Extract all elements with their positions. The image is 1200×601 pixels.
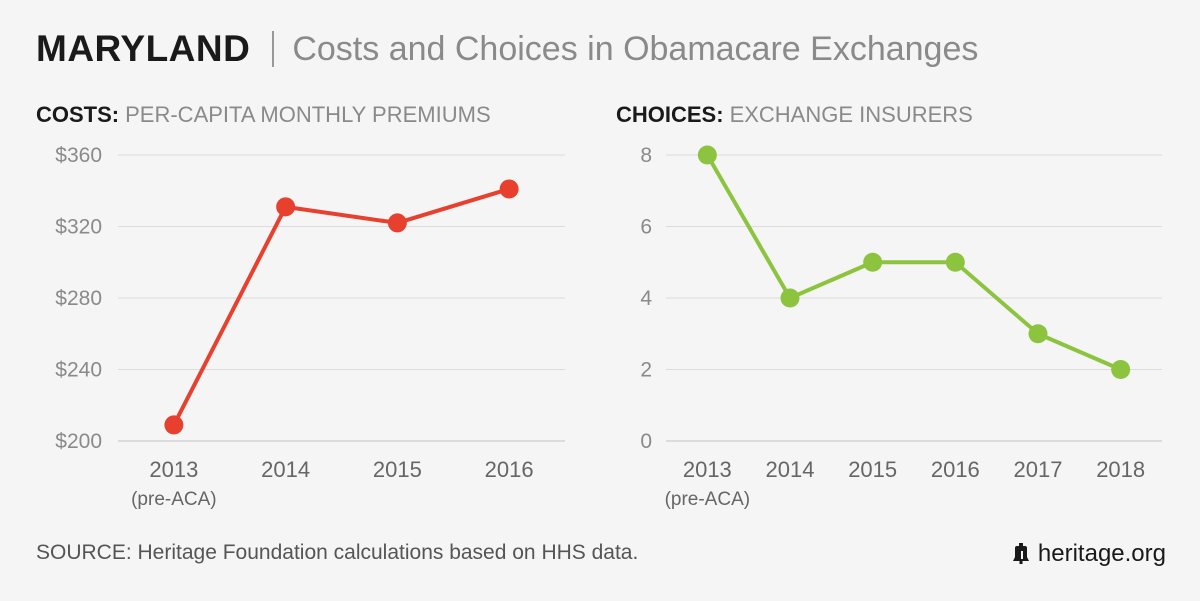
- choices-y-tick-label: 8: [640, 144, 652, 167]
- costs-y-tick-label: $280: [55, 287, 102, 310]
- costs-x-tick-sublabel: (pre-ACA): [131, 489, 217, 510]
- costs-series-line: [172, 187, 510, 426]
- costs-x-tick-label: 2014: [261, 457, 310, 482]
- choices-y-tick-label: 4: [640, 287, 652, 310]
- choices-x-tick-label: 2015: [848, 457, 897, 482]
- page-title: Costs and Choices in Obamacare Exchanges: [292, 29, 979, 68]
- choices-data-point: [1111, 360, 1131, 379]
- choices-x-tick-label: 2017: [1014, 457, 1063, 482]
- source-note: SOURCE: Heritage Foundation calculations…: [36, 541, 639, 564]
- choices-data-point: [945, 252, 965, 272]
- choices-label-strong: CHOICES:: [616, 102, 724, 127]
- costs-label-strong: COSTS:: [36, 102, 120, 127]
- costs-y-tick-label: $200: [55, 430, 102, 453]
- choices-y-tick-label: 2: [640, 359, 652, 382]
- header-divider: [272, 31, 275, 67]
- choices-y-tick-label: 0: [640, 430, 652, 453]
- choices-x-tick-label: 2018: [1096, 457, 1145, 482]
- costs-x-tick-label: 2013: [149, 457, 198, 482]
- choices-x-tick-label: 2016: [931, 457, 980, 482]
- choices-x-tick-sublabel: (pre-ACA): [665, 489, 751, 510]
- choices-x-tick-label: 2014: [766, 457, 815, 482]
- costs-panel-label: COSTS: PER-CAPITA MONTHLY PREMIUMS: [36, 102, 491, 128]
- costs-y-tick-label: $240: [55, 359, 102, 382]
- choices-panel-label: CHOICES: EXCHANGE INSURERS: [616, 102, 973, 128]
- choices-x-tick-label: 2013: [683, 457, 732, 482]
- choices-label-rest: EXCHANGE INSURERS: [729, 102, 973, 127]
- liberty-bell-icon: [1012, 543, 1029, 564]
- costs-x-tick-label: 2016: [485, 457, 534, 482]
- choices-data-point: [697, 145, 717, 165]
- header: MARYLAND Costs and Choices in Obamacare …: [36, 28, 978, 70]
- choices-data-point: [1028, 324, 1048, 344]
- choices-data-point: [863, 252, 883, 272]
- costs-data-point: [164, 415, 184, 435]
- choices-series-line: [705, 153, 1122, 372]
- costs-y-tick-label: $360: [55, 144, 102, 167]
- costs-label-rest: PER-CAPITA MONTHLY PREMIUMS: [125, 102, 491, 127]
- costs-data-point: [499, 179, 519, 199]
- brand[interactable]: heritage.org: [1012, 540, 1166, 568]
- brand-text[interactable]: heritage.org: [1037, 540, 1166, 567]
- choices-data-point: [780, 288, 800, 308]
- costs-x-tick-label: 2015: [373, 457, 422, 482]
- costs-data-point: [387, 213, 407, 233]
- costs-data-point: [276, 197, 296, 217]
- choices-y-tick-label: 6: [640, 216, 652, 239]
- costs-y-tick-label: $320: [55, 216, 102, 239]
- state-name: MARYLAND: [36, 28, 251, 69]
